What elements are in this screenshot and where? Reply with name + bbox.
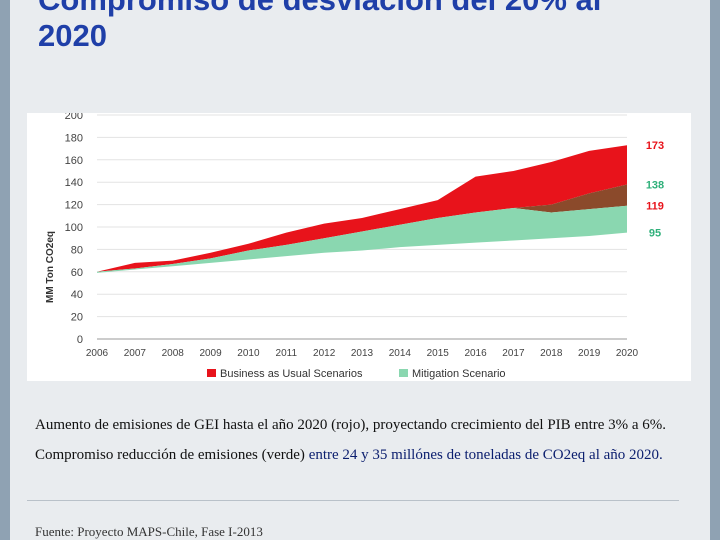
y-tick-label: 160: [65, 155, 83, 167]
bau-area: [97, 145, 627, 272]
y-tick-label: 80: [71, 244, 83, 256]
x-axis: 2006 2007 2008 2009 2010 2011 2012 2013 2014 2015…: [86, 338, 639, 359]
y-axis-label: MM Ton CO2eq: [45, 231, 56, 303]
legend-label: Mitigation Scenario: [412, 368, 506, 380]
legend-swatch: [207, 369, 216, 377]
x-tick-label: 2010: [237, 348, 260, 359]
chart-grid: [97, 114, 627, 340]
end-label: 138: [646, 179, 664, 191]
slide-title: Compromiso de desviación del 20% al 2020: [38, 0, 601, 53]
chart-areas: [97, 145, 627, 273]
x-tick-label: 2014: [389, 348, 412, 359]
note-mitigation-prefix: Compromiso reducción de emisiones (verde…: [35, 447, 309, 463]
x-tick-label: 2013: [351, 348, 374, 359]
x-tick-label: 2016: [464, 348, 487, 359]
x-tick-label: 2011: [276, 348, 298, 359]
y-tick-label: 100: [65, 222, 83, 234]
y-tick-label: 120: [65, 200, 83, 212]
x-tick-label: 2008: [162, 348, 185, 359]
legend-label: Business as Usual Scenarios: [220, 368, 363, 380]
end-label: 119: [646, 201, 664, 213]
divider: [27, 500, 679, 501]
emissions-chart: 0 20 40 60 80 100 120 140 160 180 200 2006 2007 2008…: [27, 113, 691, 381]
x-tick-label: 2009: [199, 348, 222, 359]
x-tick-label: 2020: [616, 348, 639, 359]
end-label: 173: [646, 140, 664, 152]
mitigation-area: [97, 205, 627, 273]
y-tick-label: 200: [65, 113, 83, 122]
x-tick-label: 2018: [540, 348, 563, 359]
notes: Aumento de emisiones de GEI hasta el año…: [35, 417, 697, 477]
note-bau: Aumento de emisiones de GEI hasta el año…: [35, 417, 667, 433]
y-tick-label: 60: [71, 267, 83, 279]
x-tick-label: 2012: [313, 348, 336, 359]
chart-legend: Business as Usual Scenarios Mitigation Sc…: [207, 368, 506, 380]
y-tick-label: 40: [71, 289, 83, 301]
note-mitigation-highlight: entre 24 y 35 millónes de toneladas de C…: [308, 447, 663, 463]
x-tick-label: 2019: [578, 348, 601, 359]
x-tick-label: 2006: [86, 348, 109, 359]
x-tick-label: 2017: [502, 348, 525, 359]
source-note: Fuente: Proyecto MAPS-Chile, Fase I-2013: [35, 524, 263, 539]
note-mitigation: Compromiso reducción de emisiones (verde…: [35, 447, 697, 463]
y-tick-label: 180: [65, 132, 83, 144]
y-tick-label: 0: [77, 334, 83, 346]
end-label: 95: [649, 228, 661, 240]
chart-svg: 0 20 40 60 80 100 120 140 160 180 200 2006 2007 2008…: [45, 113, 664, 380]
y-tick-label: 140: [65, 177, 83, 189]
y-axis: 0 20 40 60 80 100 120 140 160 180 200: [65, 113, 83, 346]
x-tick-label: 2007: [124, 348, 147, 359]
y-tick-label: 20: [71, 312, 83, 324]
end-value-labels: 173 138 119 95: [646, 140, 664, 239]
x-tick-label: 2015: [427, 348, 450, 359]
legend-swatch: [399, 369, 408, 377]
